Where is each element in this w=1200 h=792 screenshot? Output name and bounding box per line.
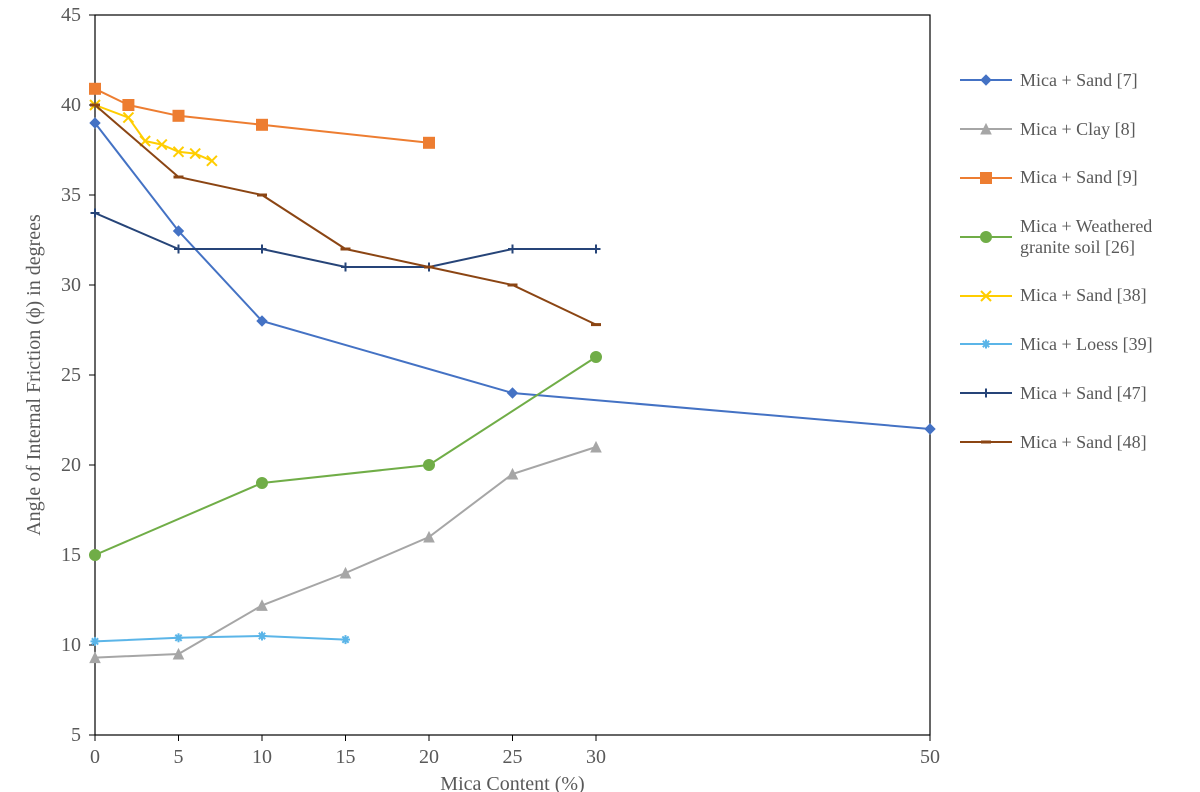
y-tick-label: 25 [61, 364, 81, 386]
series-s39 [91, 632, 351, 646]
legend-label: Mica + Clay [8] [1020, 119, 1136, 140]
marker-diamond [981, 75, 991, 85]
legend-item-s39: Mica + Loess [39] [960, 334, 1180, 355]
legend-item-s7: Mica + Sand [7] [960, 70, 1180, 91]
marker-square [123, 100, 134, 111]
x-tick-label: 30 [586, 746, 606, 768]
legend-swatch [960, 286, 1012, 306]
legend-label: Mica + Weathered granite soil [26] [1020, 216, 1180, 257]
legend-swatch [960, 432, 1012, 452]
legend-label: Mica + Sand [47] [1020, 383, 1147, 404]
legend-swatch [960, 227, 1012, 247]
marker-triangle [257, 600, 267, 610]
legend-swatch [960, 70, 1012, 90]
y-tick-label: 10 [61, 634, 81, 656]
y-tick-label: 15 [61, 544, 81, 566]
legend-label: Mica + Sand [38] [1020, 285, 1147, 306]
series-s26 [90, 352, 602, 561]
marker-circle [591, 352, 602, 363]
marker-diamond [508, 388, 518, 398]
y-axis-label: Angle of Internal Friction (ϕ) in degree… [23, 214, 45, 536]
marker-square [90, 83, 101, 94]
marker-diamond [925, 424, 935, 434]
marker-triangle [508, 469, 518, 479]
legend-swatch [960, 168, 1012, 188]
plot-border [95, 15, 930, 735]
legend-item-s9: Mica + Sand [9] [960, 167, 1180, 188]
marker-square [257, 119, 268, 130]
legend-item-s47: Mica + Sand [47] [960, 383, 1180, 404]
x-tick-label: 5 [174, 746, 184, 768]
series-s8 [90, 442, 601, 663]
marker-circle [981, 231, 992, 242]
series-line [95, 357, 596, 555]
series-line [95, 123, 930, 429]
legend-item-s26: Mica + Weathered granite soil [26] [960, 216, 1180, 257]
x-tick-label: 20 [419, 746, 439, 768]
marker-circle [257, 478, 268, 489]
legend-item-s8: Mica + Clay [8] [960, 119, 1180, 140]
series-line [95, 447, 596, 658]
marker-circle [424, 460, 435, 471]
series-s47 [91, 209, 601, 272]
y-tick-label: 45 [61, 4, 81, 26]
legend-swatch [960, 334, 1012, 354]
marker-circle [90, 550, 101, 561]
marker-triangle [591, 442, 601, 452]
chart-container: 05101520253050Mica Content (%)5101520253… [0, 0, 1200, 792]
x-tick-label: 10 [252, 746, 272, 768]
legend: Mica + Sand [7] Mica + Clay [8] Mica + San… [960, 70, 1180, 480]
marker-square [981, 172, 992, 183]
legend-item-s38: Mica + Sand [38] [960, 285, 1180, 306]
x-tick-label: 25 [503, 746, 523, 768]
x-tick-label: 50 [920, 746, 940, 768]
y-tick-label: 40 [61, 94, 81, 116]
y-tick-label: 5 [71, 724, 81, 746]
legend-label: Mica + Loess [39] [1020, 334, 1153, 355]
marker-square [424, 137, 435, 148]
legend-swatch [960, 119, 1012, 139]
y-tick-label: 30 [61, 274, 81, 296]
series-line [95, 636, 346, 641]
marker-square [173, 110, 184, 121]
marker-triangle [341, 568, 351, 578]
legend-label: Mica + Sand [7] [1020, 70, 1138, 91]
series-line [95, 105, 596, 325]
x-axis-label: Mica Content (%) [440, 773, 584, 792]
y-tick-label: 35 [61, 184, 81, 206]
x-tick-label: 15 [336, 746, 356, 768]
x-tick-label: 0 [90, 746, 100, 768]
legend-label: Mica + Sand [48] [1020, 432, 1147, 453]
legend-item-s48: Mica + Sand [48] [960, 432, 1180, 453]
y-tick-label: 20 [61, 454, 81, 476]
legend-swatch [960, 383, 1012, 403]
series-line [95, 89, 429, 143]
legend-label: Mica + Sand [9] [1020, 167, 1138, 188]
